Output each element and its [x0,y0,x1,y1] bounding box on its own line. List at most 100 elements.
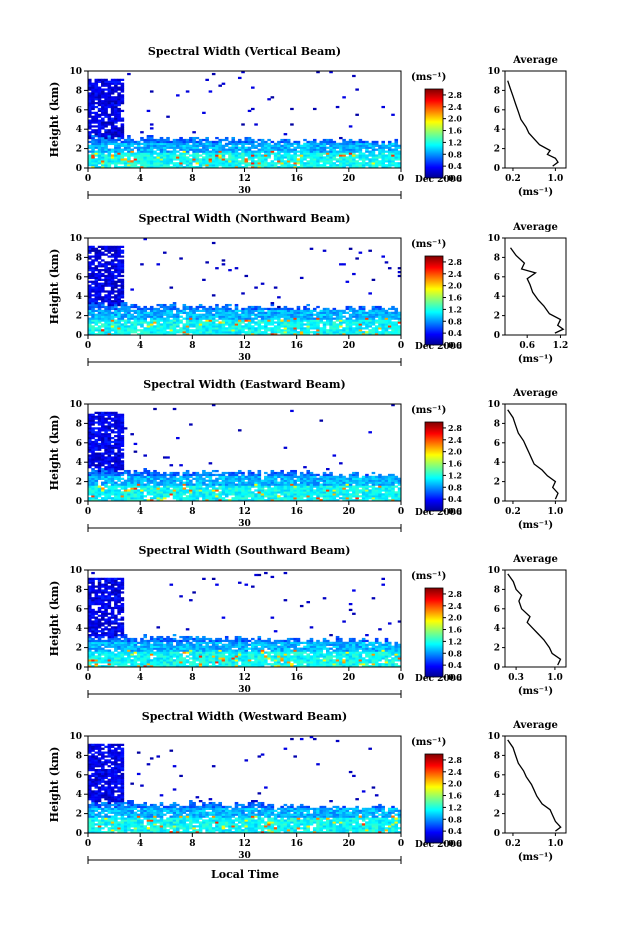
heatmap-cell [169,331,174,334]
x-tick-label: 0 [85,341,91,351]
heatmap-cell [273,475,278,479]
heatmap-cell [195,156,200,159]
heatmap-cell [114,150,118,153]
heatmap-cell [120,419,125,422]
heatmap-cell [104,121,108,124]
heatmap-cell [97,487,102,490]
heatmap-cell [179,311,183,314]
heatmap-cell [166,495,170,498]
heatmap-cell [381,499,385,502]
heatmap-cell [394,140,399,144]
heatmap-cell [198,303,203,307]
heatmap-cell [215,146,219,149]
heatmap-cell [97,90,102,93]
heatmap-cell [371,158,376,161]
heatmap-cell [117,471,121,475]
heatmap-cell [290,323,294,326]
heatmap-cell [218,317,222,320]
heatmap-cell [133,483,138,486]
heatmap-cell [267,313,271,316]
heatmap-cell [218,323,222,326]
heatmap-cell [397,150,402,153]
heatmap-cell [120,413,125,416]
heatmap-cell [339,487,343,490]
heatmap-cell [303,323,307,326]
heatmap-cell [101,411,105,414]
heatmap-cell [159,166,164,169]
heatmap-cell [299,309,304,313]
heatmap-cell [192,131,196,134]
heatmap-cell [332,327,337,330]
heatmap-cell [205,160,209,163]
heatmap-cell [117,270,121,274]
heatmap-cell [342,333,346,336]
heatmap-cell [117,160,121,163]
heatmap-cell [143,146,147,149]
heatmap-cell [211,469,216,473]
heatmap-cell [270,477,275,480]
heatmap-cell [156,485,161,488]
x-tick-label: 8 [189,341,195,351]
heatmap-cell [192,144,196,147]
heatmap-cell [176,142,180,146]
heatmap-cell [352,166,356,169]
heatmap-cell [391,483,395,486]
heatmap-cell [254,485,258,488]
heatmap-cell [326,497,330,500]
heatmap-cell [303,473,307,477]
heatmap-cell [348,166,353,169]
heatmap-cell [312,144,317,147]
heatmap-cell [176,329,180,332]
heatmap-cell [378,150,382,153]
heatmap-cell [114,286,118,289]
heatmap-cell [322,471,327,475]
heatmap-cell [231,323,236,326]
heatmap-cell [130,485,134,488]
heatmap-cell [97,464,102,467]
heatmap-cell [162,475,167,479]
heatmap-cell [326,150,330,153]
heatmap-cell [189,166,193,169]
colorbar-tick-label: 1.6 [448,126,462,136]
heatmap-cell [241,140,245,144]
average-y-tick-label: 4 [494,458,500,468]
heatmap-cell [189,162,193,165]
heatmap-cell [104,305,108,309]
heatmap-cell [91,152,95,155]
average-y-tick-label: 4 [494,292,500,302]
heatmap-cell [91,162,95,165]
heatmap-cell [88,144,92,147]
heatmap-cell [107,323,112,326]
heatmap-cell [208,473,213,477]
heatmap-cell [189,164,193,167]
heatmap-cell [329,309,333,313]
heatmap-cell [136,329,141,332]
heatmap-cell [192,319,196,322]
heatmap-cell [378,473,382,477]
heatmap-cell [381,148,385,151]
heatmap-cell [254,164,258,167]
heatmap-cell [316,481,320,484]
heatmap-cell [273,327,278,330]
heatmap-cell [231,491,236,494]
heatmap-cell [185,158,190,161]
heatmap-cell [244,333,249,336]
heatmap-cell [306,146,311,149]
heatmap-cell [319,142,324,146]
heatmap-cell [91,497,95,500]
heatmap-cell [231,138,236,142]
heatmap-cell [101,444,105,447]
heatmap-cell [211,156,216,159]
heatmap-cell [104,417,108,420]
heatmap-cell [247,150,252,153]
heatmap-cell [130,288,134,291]
colorbar-tick-label: 2.0 [448,281,462,291]
heatmap-cell [94,483,99,486]
heatmap-cell [374,321,379,324]
heatmap-cell [342,315,346,318]
heatmap-cell [290,158,294,161]
heatmap-cell [104,162,108,165]
heatmap-cell [231,325,236,328]
heatmap-cell [211,164,216,167]
heatmap-cell [312,162,317,165]
